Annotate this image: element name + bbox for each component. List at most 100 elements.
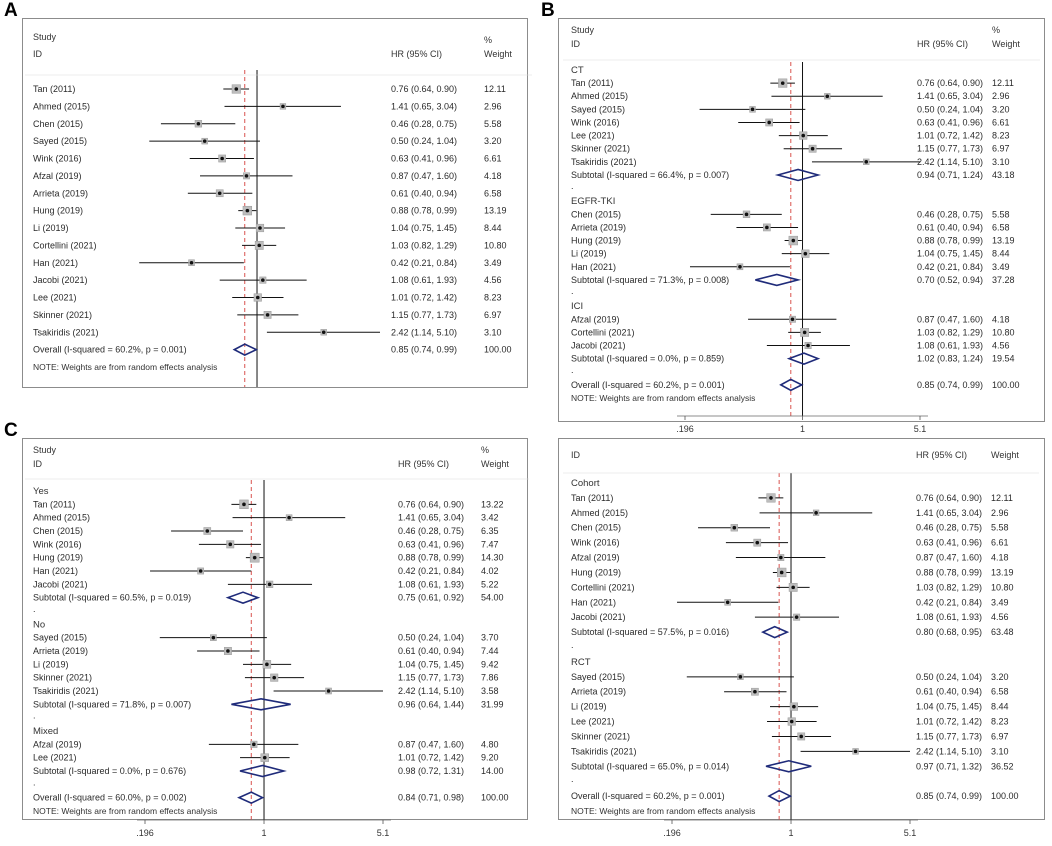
panel-d-study-ci: 1.04 (0.75, 1.45) [916, 702, 982, 712]
panel-d-study-label: Jacobi (2021) [571, 612, 626, 622]
panel-a-study-weight: 4.56 [484, 275, 502, 285]
panel-b-subtotal-diamond [755, 273, 802, 287]
panel-a-study-ci: 0.50 (0.24, 1.04) [391, 136, 457, 146]
panel-c-subtotal-weight: 31.99 [481, 699, 504, 709]
panel-d-study-ci: 0.63 (0.41, 0.96) [916, 538, 982, 548]
panel-b-study-ci: 0.42 (0.21, 0.84) [917, 262, 983, 272]
panel-a-study-weight: 3.49 [484, 258, 502, 268]
panel-a-study-point [258, 226, 262, 230]
panel-a-study-point [257, 243, 262, 248]
panel-d-subtotal-weight: 63.48 [991, 627, 1014, 637]
panel-b-study-point [780, 81, 785, 85]
panel-d-study-label: Arrieta (2019) [571, 687, 626, 697]
panel-c-study-ci: 1.41 (0.65, 3.04) [398, 513, 464, 523]
panel-b-header-hr: HR (95% CI) [917, 39, 968, 49]
panel-b-spacer-dot: . [571, 286, 574, 296]
panel-b-study-point [790, 317, 795, 322]
panel-c-subtotal-ci: 0.96 (0.64, 1.44) [398, 699, 464, 709]
panel-d-study-ci: 1.03 (0.82, 1.29) [916, 582, 982, 592]
panel-c-subtotal-label: Subtotal (I-squared = 60.5%, p = 0.019) [33, 593, 191, 603]
panel-b-group-label: EGFR-TKI [571, 196, 615, 207]
panel-c-study-weight: 7.86 [481, 673, 499, 683]
panel-d-subtotal-label: Subtotal (I-squared = 57.5%, p = 0.016) [571, 627, 729, 637]
panel-a-study-weight: 8.44 [484, 223, 502, 233]
panel-b-study-point [744, 212, 749, 217]
panel-b-study-point [791, 238, 796, 243]
panel-a-study-weight: 6.97 [484, 310, 502, 320]
panel-c-study-ci: 0.61 (0.40, 0.94) [398, 646, 464, 656]
panel-b-study-point [802, 330, 807, 335]
panel-c-study-ci: 2.42 (1.14, 5.10) [398, 686, 464, 696]
panel-a-study-ci: 0.46 (0.28, 0.75) [391, 119, 457, 129]
panel-c-study-label: Sayed (2015) [33, 633, 87, 643]
panel-a-study-label: Han (2021) [33, 258, 78, 268]
panel-d-study-label: Ahmed (2015) [571, 508, 628, 518]
panel-c-subtotal-ci: 0.98 (0.72, 1.31) [398, 766, 464, 776]
panel-c-study-weight: 3.70 [481, 633, 499, 643]
panel-c-study-weight: 9.42 [481, 659, 499, 669]
panel-d-header-weight: Weight [991, 450, 1019, 460]
panel-c-overall-ci: 0.84 (0.71, 0.98) [398, 793, 464, 803]
panel-b-study-weight: 8.44 [992, 249, 1010, 259]
panel-c-study-ci: 0.88 (0.78, 0.99) [398, 553, 464, 563]
panel-b-overall-ci: 0.85 (0.74, 0.99) [917, 380, 983, 390]
panel-a-study-point [265, 313, 270, 317]
panel-c-study-ci: 0.87 (0.47, 1.60) [398, 739, 464, 749]
panel-d-overall-weight: 100.00 [991, 791, 1019, 801]
panel-a-study-label: Hung (2019) [33, 206, 83, 216]
panel-b-study-weight: 2.96 [992, 91, 1010, 101]
panel-b-study-label: Wink (2016) [571, 117, 620, 127]
panel-d-study-weight: 3.20 [991, 672, 1009, 682]
panel-label-b: B [541, 0, 555, 21]
panel-d-study-point [779, 570, 784, 575]
panel-d-study-weight: 6.97 [991, 731, 1009, 741]
panel-b-study-weight: 10.80 [992, 327, 1015, 337]
panel-d-study-weight: 3.10 [991, 746, 1009, 756]
panel-d-study-ci: 1.08 (0.61, 1.93) [916, 612, 982, 622]
panel-d-study-label: Afzal (2019) [571, 553, 620, 563]
panel-d-study-ci: 0.87 (0.47, 1.60) [916, 553, 982, 563]
panel-c-header-weight: Weight [481, 459, 509, 469]
panel-d-study-weight: 6.61 [991, 538, 1009, 548]
panel-a-study-weight: 3.20 [484, 136, 502, 146]
panel-d-study-weight: 4.56 [991, 612, 1009, 622]
panel-d-study-ci: 1.15 (0.77, 1.73) [916, 731, 982, 741]
panel-b-study-weight: 5.58 [992, 209, 1010, 219]
panel-d-study-ci: 0.42 (0.21, 0.84) [916, 597, 982, 607]
panel-a-study-label: Chen (2015) [33, 119, 83, 129]
panel-c-study-label: Tsakiridis (2021) [33, 686, 99, 696]
panel-a-study-weight: 6.58 [484, 188, 502, 198]
panel-a-study-point [255, 295, 260, 300]
panel-d-study-label: Tsakiridis (2021) [571, 746, 637, 756]
panel-d-study-label: Skinner (2021) [571, 731, 630, 741]
panel-d-study-ci: 0.46 (0.28, 0.75) [916, 523, 982, 533]
panel-b-spacer-dot: . [571, 365, 574, 375]
panel-b-study-weight: 6.58 [992, 222, 1010, 232]
panel-b-overall-label: Overall (I-squared = 60.2%, p = 0.001) [571, 380, 725, 390]
panel-c-spacer-dot: . [33, 604, 36, 614]
panel-a-study-weight: 4.18 [484, 171, 502, 181]
panel-d-study-point [725, 600, 730, 605]
panel-d-study-weight: 13.19 [991, 567, 1014, 577]
panel-c-study-label: Hung (2019) [33, 553, 83, 563]
panel-c-header-study: Study [33, 445, 57, 455]
panel-b-study-point [750, 107, 755, 112]
panel-a-study-ci: 0.87 (0.47, 1.60) [391, 171, 457, 181]
panel-b-study-point [767, 120, 771, 125]
panel-a-study-label: Sayed (2015) [33, 136, 87, 146]
panel-c-study-weight: 14.30 [481, 553, 504, 563]
panel-c-study-weight: 3.58 [481, 686, 499, 696]
panel-c-subtotal-label: Subtotal (I-squared = 71.8%, p = 0.007) [33, 699, 191, 709]
panel-a-study-ci: 1.15 (0.77, 1.73) [391, 310, 457, 320]
panel-b-study-ci: 1.01 (0.72, 1.42) [917, 131, 983, 141]
panel-d-spacer-dot: . [571, 774, 574, 784]
panel-b-study-label: Hung (2019) [571, 236, 621, 246]
panel-b-subtotal-diamond [774, 168, 822, 182]
panel-b-study-label: Tsakiridis (2021) [571, 157, 637, 167]
panel-d-group-label: RCT [571, 657, 591, 668]
panel-label-c: C [4, 420, 18, 441]
panel-b-study-point [765, 225, 769, 230]
panel-c-study-label: Lee (2021) [33, 753, 77, 763]
panel-d-overall-diamond [767, 789, 793, 803]
panel-a-study-ci: 0.42 (0.21, 0.84) [391, 258, 457, 268]
